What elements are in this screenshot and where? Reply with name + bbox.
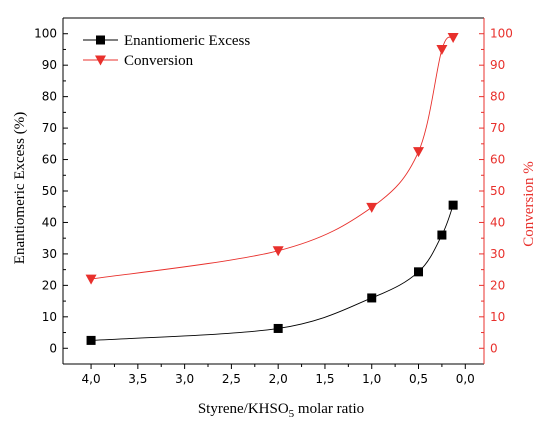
- y-axis-right-title: Conversion %: [521, 161, 537, 246]
- enantiomeric-excess-point: [414, 267, 424, 277]
- x-tick-label: 0,0: [456, 372, 475, 386]
- conversion-point: [366, 202, 378, 213]
- x-tick-label: 1,0: [362, 372, 381, 386]
- y-left-tick-label: 80: [42, 90, 57, 104]
- conversion-line: [90, 36, 454, 280]
- y-right-tick-label: 50: [490, 184, 505, 198]
- legend-conversion-label: Conversion: [124, 53, 194, 69]
- x-tick-label: 1,5: [315, 372, 334, 386]
- conversion-point: [272, 246, 284, 257]
- right-axis: 0 10 20 30 40 50 60 70 80 90 100: [479, 27, 513, 355]
- x-axis-title: Styrene/KHSO5 molar ratio: [198, 401, 364, 420]
- y-right-tick-label: 80: [490, 90, 505, 104]
- conversion-point: [413, 147, 425, 158]
- conversion-point: [447, 33, 459, 44]
- y-right-tick-label: 20: [490, 278, 505, 292]
- y-right-tick-label: 10: [490, 310, 505, 324]
- y-right-tick-label: 70: [490, 121, 505, 135]
- legend-conversion-marker: [95, 55, 106, 66]
- enantiomeric-excess-line: [91, 204, 454, 341]
- x-tick-label: 3,5: [128, 372, 147, 386]
- series-layer: [85, 33, 459, 345]
- x-axis-title-main: Styrene/KHSO: [198, 401, 289, 417]
- bottom-axis: 4,0 3,5 3,0 2,5 2,0 1,5 1,0 0,5 0,0: [82, 364, 475, 386]
- x-axis-title-subscript: 5: [289, 408, 295, 420]
- left-axis: 0 10 20 30 40 50 60 70 80 90 100: [34, 27, 68, 355]
- enantiomeric-excess-point: [437, 230, 447, 240]
- x-tick-label: 2,0: [269, 372, 288, 386]
- y-right-tick-label: 90: [490, 58, 505, 72]
- y-left-tick-label: 100: [34, 27, 57, 41]
- enantiomeric-excess-point: [273, 323, 283, 333]
- y-left-tick-label: 90: [42, 58, 57, 72]
- y-left-tick-label: 50: [42, 184, 57, 198]
- y-left-tick-label: 10: [42, 310, 57, 324]
- conversion-point: [436, 44, 448, 55]
- conversion-point: [85, 274, 97, 285]
- y-right-tick-label: 30: [490, 247, 505, 261]
- y-right-tick-label: 60: [490, 153, 505, 167]
- y-left-tick-label: 30: [42, 247, 57, 261]
- y-right-tick-label: 40: [490, 215, 505, 229]
- y-left-tick-label: 60: [42, 153, 57, 167]
- x-tick-label: 0,5: [409, 372, 428, 386]
- y-right-tick-label: 0: [490, 341, 498, 355]
- y-axis-left-title: Enantiomeric Excess (%): [12, 112, 28, 264]
- y-left-tick-label: 40: [42, 215, 57, 229]
- x-axis-title-tail: molar ratio: [294, 401, 364, 417]
- enantiomeric-excess-point: [448, 200, 458, 210]
- x-tick-label: 4,0: [82, 372, 101, 386]
- y-left-tick-label: 0: [49, 341, 57, 355]
- x-tick-label: 3,0: [175, 372, 194, 386]
- enantiomeric-excess-point: [86, 335, 96, 345]
- legend-enantiomeric-excess-label: Enantiomeric Excess: [124, 33, 250, 49]
- legend: Enantiomeric Excess Conversion: [83, 33, 250, 69]
- enantiomeric-excess-point: [367, 293, 377, 303]
- plot-frame: [62, 17, 485, 365]
- y-left-tick-label: 70: [42, 121, 57, 135]
- y-left-tick-label: 20: [42, 278, 57, 292]
- legend-enantiomeric-excess-marker: [96, 35, 105, 45]
- x-tick-label: 2,5: [222, 372, 241, 386]
- y-right-tick-label: 100: [490, 27, 513, 41]
